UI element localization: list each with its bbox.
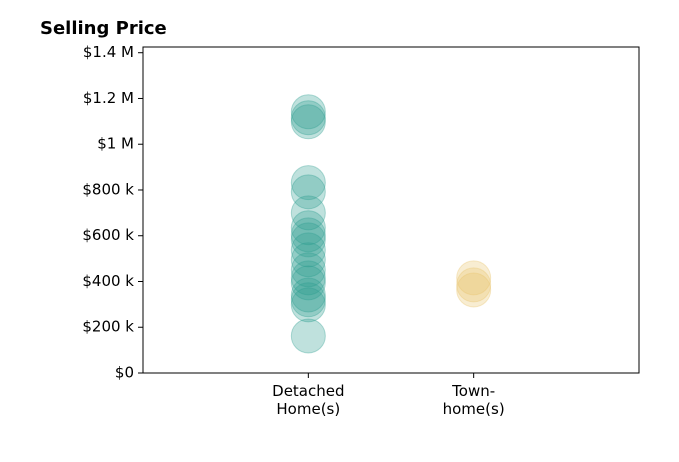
point xyxy=(290,210,326,246)
point xyxy=(290,217,326,253)
point xyxy=(290,265,326,301)
point xyxy=(290,242,326,278)
point xyxy=(456,267,492,303)
x-tick-label: Town- home(s) xyxy=(442,382,505,418)
y-tick-label: $400 k xyxy=(82,272,134,290)
point xyxy=(456,260,492,296)
chart-title: Selling Price xyxy=(40,18,167,39)
point xyxy=(290,318,326,354)
y-tick-label: $800 k xyxy=(82,180,134,198)
point xyxy=(290,174,326,210)
y-tick-label: $1.2 M xyxy=(83,89,134,107)
point xyxy=(290,232,326,268)
point xyxy=(290,94,326,130)
point xyxy=(290,252,326,288)
y-tick-label: $200 k xyxy=(82,318,134,336)
point xyxy=(290,100,326,136)
point xyxy=(290,287,326,323)
y-tick-label: $1 M xyxy=(97,135,134,153)
point xyxy=(290,277,326,313)
point xyxy=(290,165,326,201)
point xyxy=(290,222,326,258)
plot-frame xyxy=(142,46,640,374)
point xyxy=(290,260,326,296)
point xyxy=(456,272,492,308)
y-tick-label: $0 xyxy=(115,364,134,382)
y-tick-label: $600 k xyxy=(82,226,134,244)
point xyxy=(290,282,326,318)
point xyxy=(290,104,326,140)
x-tick-label: Detached Home(s) xyxy=(272,382,345,418)
y-tick-label: $1.4 M xyxy=(83,43,134,61)
point xyxy=(290,195,326,231)
